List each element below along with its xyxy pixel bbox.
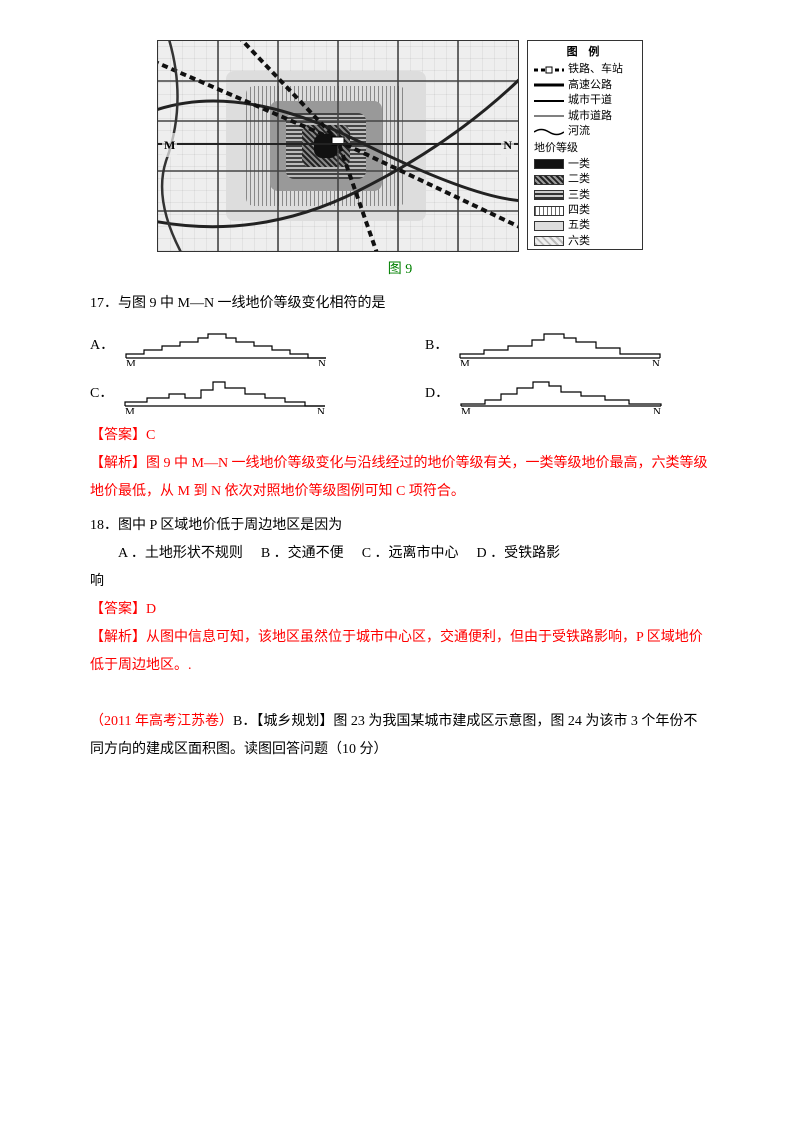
svg-text:N: N xyxy=(318,358,326,366)
mn-section-line xyxy=(158,143,518,145)
figure-label: 图 9 xyxy=(90,256,710,284)
price-grade-title: 地价等级 xyxy=(534,141,636,156)
svg-text:N: N xyxy=(653,406,661,414)
q17-option-d[interactable]: D． MN xyxy=(425,374,710,414)
arterial-icon xyxy=(534,96,564,106)
q17-analysis: 【解析】图 9 中 M—N 一线地价等级变化与沿线经过的地价等级有关，一类等级地… xyxy=(90,450,710,506)
q17-answer: 【答案】C xyxy=(90,422,710,450)
legend-road: 城市道路 xyxy=(534,109,636,124)
bottom-question: （2011 年高考江苏卷）B．【城乡规划】图 23 为我国某城市建成区示意图，图… xyxy=(90,708,710,764)
q18-answer: 【答案】D xyxy=(90,596,710,624)
q17-chart-c: MN xyxy=(121,374,329,414)
river-icon xyxy=(534,127,564,137)
q17-option-a[interactable]: A． MN xyxy=(90,326,375,366)
q18-option-b[interactable]: B ．交通不便 xyxy=(261,540,344,568)
svg-text:M: M xyxy=(461,406,471,414)
q17-options: A． MN B． MN C． MN D． MN xyxy=(90,326,710,414)
svg-text:M: M xyxy=(460,358,470,366)
rail-icon xyxy=(534,65,564,75)
legend-highway: 高速公路 xyxy=(534,78,636,93)
legend-rail: 铁路、车站 xyxy=(534,62,636,77)
q17-chart-a: MN xyxy=(122,326,330,366)
q18-option-a[interactable]: A ．土地形状不规则 xyxy=(118,540,243,568)
q18-options: A ．土地形状不规则 B ．交通不便 C ．远离市中心 D ．受铁路影 xyxy=(90,540,710,568)
q17-text: 17．与图 9 中 M—N 一线地价等级变化相符的是 xyxy=(90,290,710,318)
city-map: M N xyxy=(157,40,519,252)
map-roads-overlay xyxy=(158,41,518,251)
road-icon xyxy=(534,111,564,121)
legend-river: 河流 xyxy=(534,124,636,139)
bottom-source: （2011 年高考江苏卷） xyxy=(90,714,233,729)
highway-icon xyxy=(534,80,564,90)
q17-chart-d: MN xyxy=(457,374,665,414)
svg-text:N: N xyxy=(317,406,325,414)
swatch-g6 xyxy=(534,236,564,246)
swatch-g4 xyxy=(534,206,564,216)
q18-trailing: 响 xyxy=(90,568,710,596)
m-label: M xyxy=(162,133,177,157)
q18-option-c[interactable]: C ．远离市中心 xyxy=(362,540,459,568)
q18-analysis: 【解析】从图中信息可知，该地区虽然位于城市中心区，交通便利，但由于受铁路影响，P… xyxy=(90,624,710,680)
q17-chart-b: MN xyxy=(456,326,664,366)
q18-option-d[interactable]: D ．受铁路影 xyxy=(477,540,561,568)
svg-text:M: M xyxy=(125,406,135,414)
legend-arterial: 城市干道 xyxy=(534,93,636,108)
n-label: N xyxy=(501,133,514,157)
q17-option-b[interactable]: B． MN xyxy=(425,326,710,366)
map-legend: 图 例 铁路、车站 高速公路 城市干道 城市道路 河流 地价等级 一类 二类 三… xyxy=(527,40,643,250)
svg-text:N: N xyxy=(652,358,660,366)
swatch-g5 xyxy=(534,221,564,231)
svg-text:M: M xyxy=(126,358,136,366)
q17-option-c[interactable]: C． MN xyxy=(90,374,375,414)
figure9-container: M N 图 例 铁路、车站 高速公路 城市干道 城市道路 河流 地价等级 一类 … xyxy=(90,40,710,252)
swatch-g3 xyxy=(534,190,564,200)
legend-title: 图 例 xyxy=(534,45,636,60)
swatch-g1 xyxy=(534,159,564,169)
swatch-g2 xyxy=(534,175,564,185)
q18-text: 18．图中 P 区域地价低于周边地区是因为 xyxy=(90,512,710,540)
